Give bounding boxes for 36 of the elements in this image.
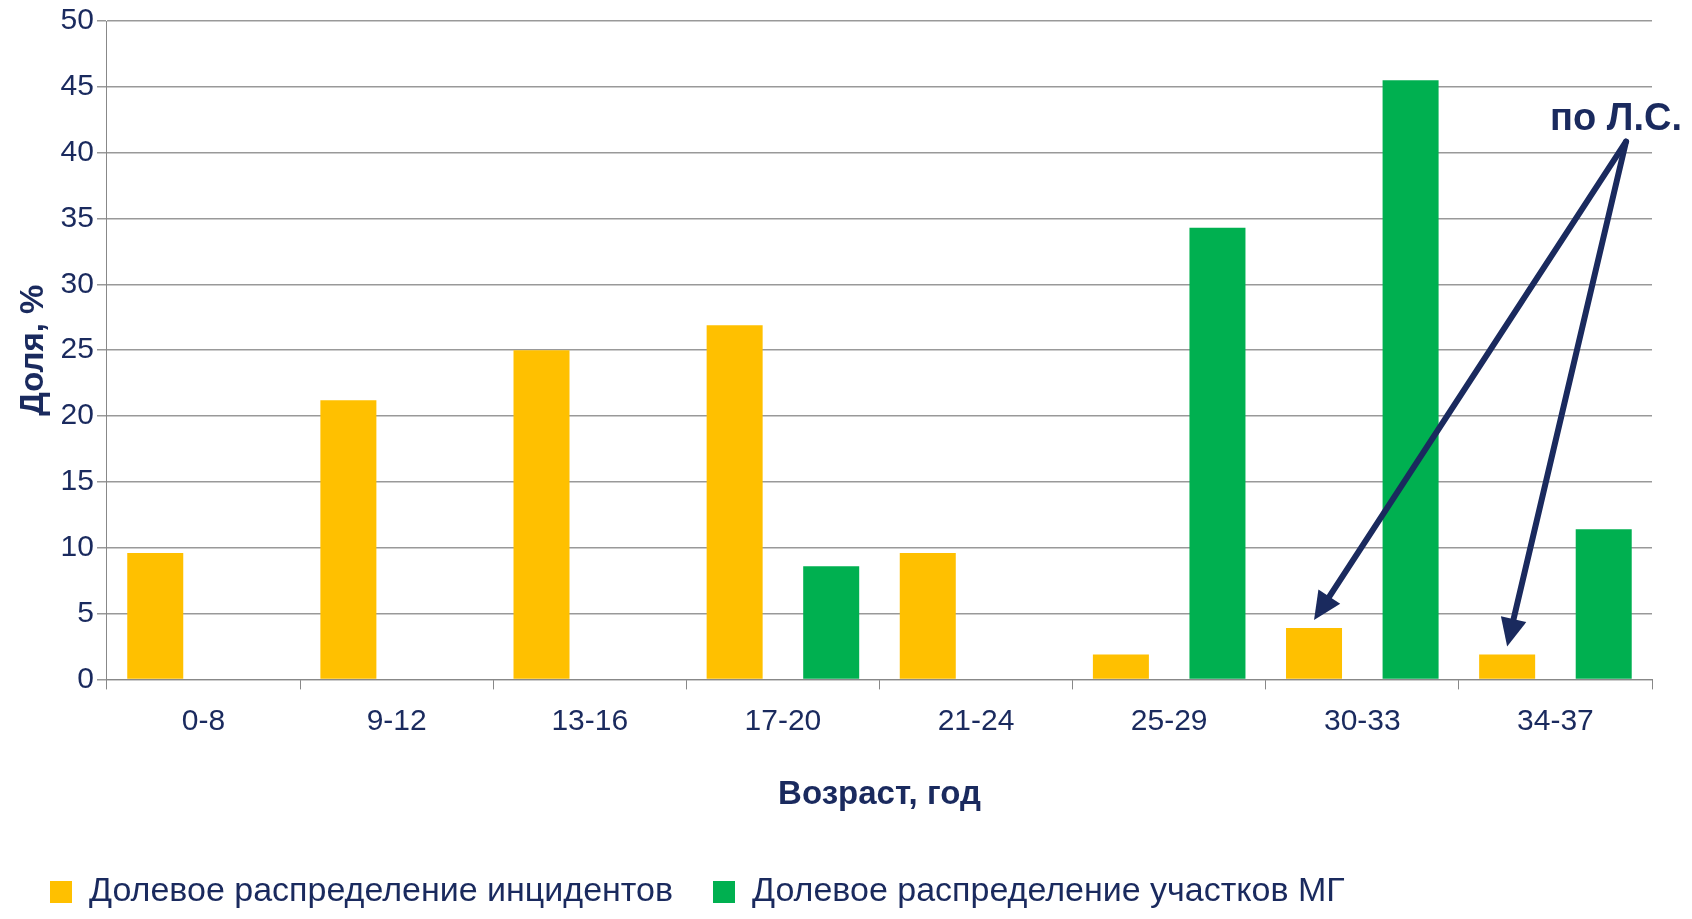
x-tick-label: 21-24 (937, 702, 1015, 736)
x-tick-label: 17-20 (744, 702, 822, 736)
bar (1189, 227, 1246, 679)
y-tick-label: 45 (60, 68, 94, 102)
y-tick-label: 40 (60, 133, 94, 167)
y-tick-label: 5 (77, 594, 94, 628)
x-axis-title: Возраст, год (778, 774, 981, 812)
y-tick-label: 15 (60, 463, 94, 497)
legend-label: Долевое распределение участков МГ (751, 870, 1345, 909)
annotation: по Л.С. (1550, 95, 1682, 138)
bar (803, 566, 860, 679)
bar (1382, 80, 1439, 679)
bar (899, 552, 956, 679)
y-tick-label: 0 (77, 660, 94, 694)
bar (1286, 628, 1343, 679)
y-tick-label: 10 (60, 528, 94, 562)
y-tick-label: 20 (60, 397, 94, 431)
x-tick-label: 30-33 (1323, 702, 1401, 736)
bar (1479, 654, 1536, 679)
bar (320, 400, 377, 679)
x-tick-label: 13-16 (551, 702, 629, 736)
bar (1575, 529, 1632, 679)
bar (127, 552, 184, 679)
x-tick-label: 9-12 (366, 702, 427, 736)
x-tick-label: 25-29 (1130, 702, 1208, 736)
x-tick-label: 0-8 (181, 702, 226, 736)
y-tick-label: 35 (60, 199, 94, 233)
bar (513, 350, 570, 679)
legend-label: Долевое распределение инцидентов (89, 870, 673, 909)
y-tick-label: 30 (60, 265, 94, 299)
bar (1092, 654, 1149, 679)
y-tick-label: 50 (60, 2, 94, 36)
y-axis-title: Доля, % (12, 284, 50, 416)
x-tick-label: 34-37 (1517, 702, 1594, 736)
y-tick-label: 25 (60, 331, 94, 365)
bar (706, 325, 763, 679)
